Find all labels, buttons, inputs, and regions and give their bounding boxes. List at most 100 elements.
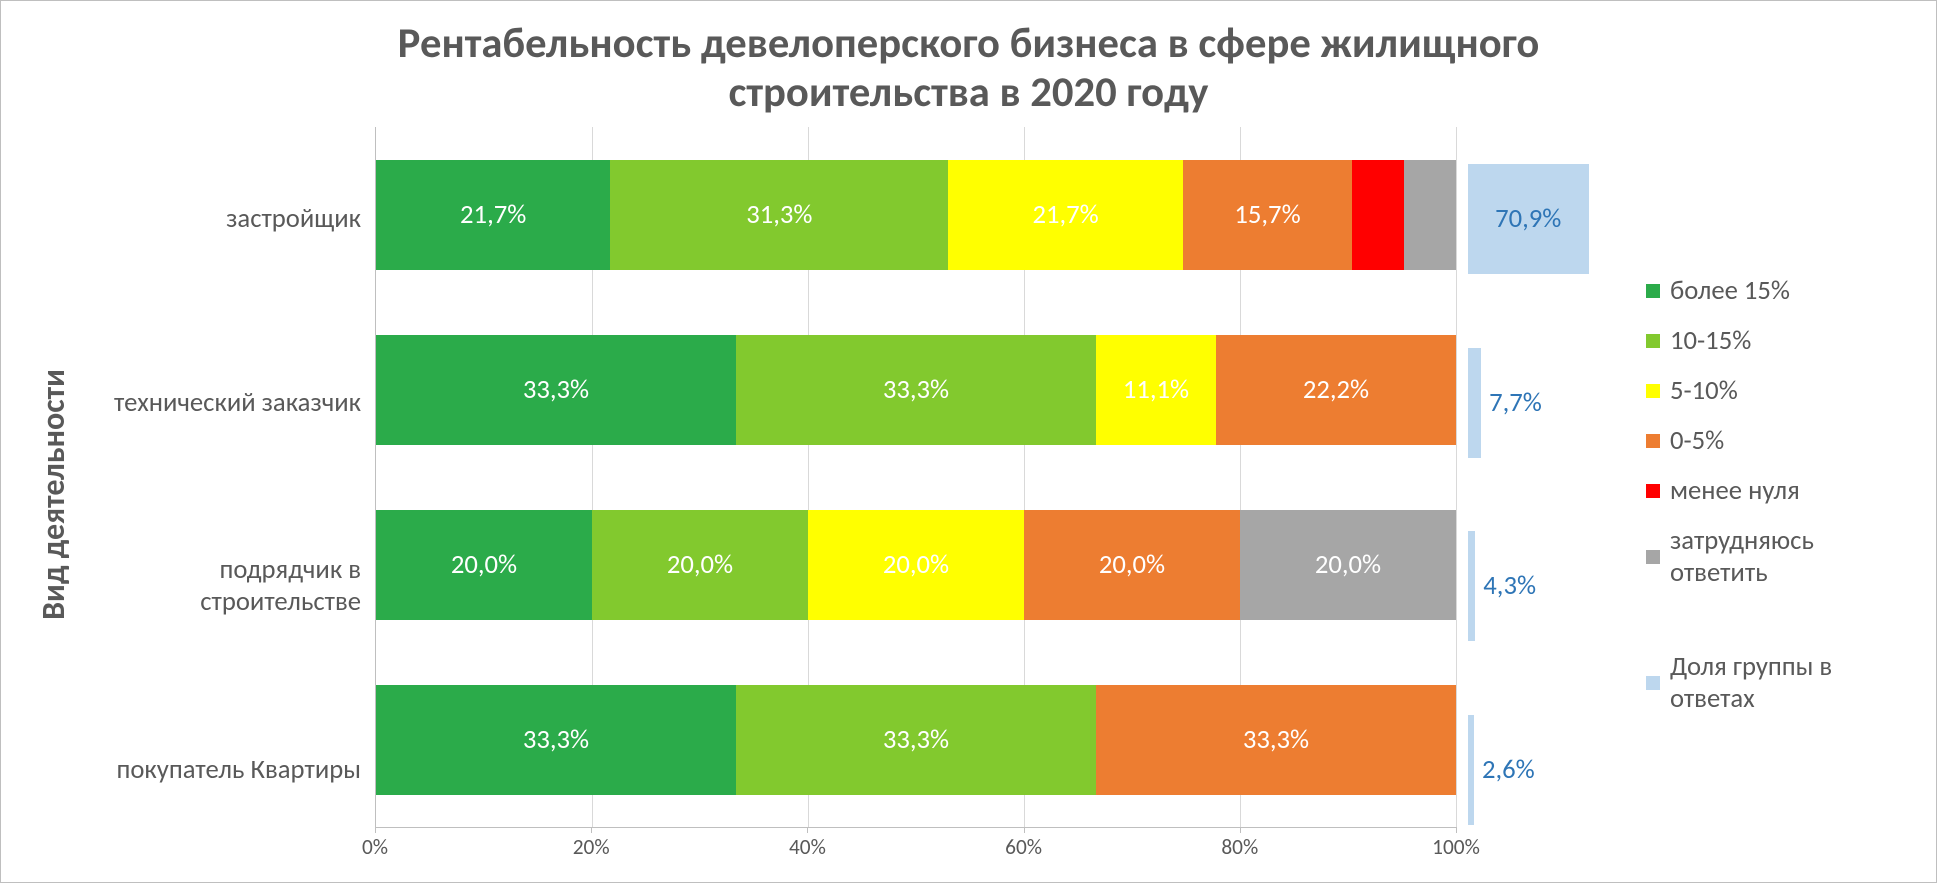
legend-item: затрудняюсь ответить: [1646, 525, 1906, 589]
y-axis-category-label: подрядчик в строительстве: [75, 531, 361, 641]
y-axis-category-label: технический заказчик: [114, 348, 361, 458]
gridline: [1456, 127, 1457, 827]
y-axis-category-label: застройщик: [226, 164, 361, 274]
bar-segment-label: 22,2%: [1303, 374, 1369, 406]
legend-swatch: [1646, 384, 1660, 398]
bar-segment-label: 31,3%: [746, 199, 812, 231]
share-cell: 2,6%: [1468, 715, 1535, 825]
bar-segment-label: 20,0%: [1315, 549, 1381, 581]
bar-segment: 20,0%: [376, 510, 592, 620]
bar-row: 20,0% 20,0% 20,0% 20,0% 20,0%: [376, 510, 1456, 620]
bar-segment-label: 21,7%: [1032, 199, 1098, 231]
legend-item: менее нуля: [1646, 475, 1906, 507]
legend-gap: [1646, 607, 1906, 633]
x-axis-tick-label: 100%: [1432, 834, 1480, 860]
bar-segment: 21,7%: [376, 160, 610, 270]
legend-item: 0-5%: [1646, 425, 1906, 457]
bar-segment-label: 15,7%: [1234, 199, 1300, 231]
bar-segment: 20,0%: [592, 510, 808, 620]
bar-segment: 33,3%: [736, 685, 1096, 795]
bar-segment: 21,7%: [948, 160, 1182, 270]
legend-swatch: [1646, 334, 1660, 348]
bar-segment: 31,3%: [610, 160, 948, 270]
chart-title-line1: Рентабельность девелоперского бизнеса в …: [31, 19, 1906, 68]
legend-swatch: [1646, 484, 1660, 498]
share-column: 70,9% 7,7% 4,3% 2,6%: [1456, 127, 1636, 862]
legend-label: 5-10%: [1670, 375, 1738, 407]
legend-label: затрудняюсь ответить: [1670, 525, 1906, 589]
x-axis-tick-label: 40%: [789, 834, 826, 860]
share-box: [1468, 348, 1481, 458]
bar-segment-label: 33,3%: [883, 724, 949, 756]
bar-segment: 20,0%: [1024, 510, 1240, 620]
bar-row: 21,7% 31,3% 21,7% 15,7%: [376, 160, 1456, 270]
legend-swatch: [1646, 284, 1660, 298]
bar-segment: 33,3%: [376, 335, 736, 445]
share-box: [1468, 715, 1474, 825]
bar-segment-label: 20,0%: [667, 549, 733, 581]
legend-swatch: [1646, 676, 1660, 690]
plot-column: 21,7% 31,3% 21,7% 15,7% 33,3% 33,3% 11,1% 22,2%…: [375, 127, 1456, 862]
x-axis-tick-mark: [591, 827, 592, 833]
plot-area: 21,7% 31,3% 21,7% 15,7% 33,3% 33,3% 11,1% 22,2%…: [375, 127, 1456, 828]
legend-label: 0-5%: [1670, 425, 1724, 457]
legend-item-share: Доля группы в ответах: [1646, 651, 1906, 715]
bar-segment-label: 33,3%: [523, 724, 589, 756]
bar-segment-label: 21,7%: [460, 199, 526, 231]
share-value-label: 4,3%: [1483, 570, 1536, 602]
legend-swatch: [1646, 550, 1660, 564]
share-value-label: 2,6%: [1482, 754, 1535, 786]
bar-segment-label: 11,1%: [1123, 374, 1189, 406]
y-axis-labels: застройщик технический заказчик подрядчик …: [75, 127, 375, 862]
bar-segment-label: 20,0%: [883, 549, 949, 581]
share-box: 70,9%: [1468, 164, 1589, 274]
bar-segment-label: 33,3%: [1243, 724, 1309, 756]
bar-segment: 22,2%: [1216, 335, 1456, 445]
bar-row: 33,3% 33,3% 11,1% 22,2%: [376, 335, 1456, 445]
legend-label: более 15%: [1670, 275, 1790, 307]
legend-item: 10-15%: [1646, 325, 1906, 357]
bar-segment: 33,3%: [736, 335, 1096, 445]
share-cell: 70,9%: [1468, 164, 1589, 274]
x-axis-tick-mark: [1456, 827, 1457, 833]
legend: более 15% 10-15% 5-10% 0-5% менее нуля затруд…: [1636, 127, 1906, 862]
x-axis-tick-label: 80%: [1221, 834, 1258, 860]
share-cell: 4,3%: [1468, 531, 1536, 641]
legend-item: 5-10%: [1646, 375, 1906, 407]
bar-segment: 20,0%: [1240, 510, 1456, 620]
bar-segment: 20,0%: [808, 510, 1024, 620]
legend-label: 10-15%: [1670, 325, 1751, 357]
share-value-label: 70,9%: [1495, 203, 1561, 235]
legend-swatch: [1646, 434, 1660, 448]
bar-segment-label: 33,3%: [883, 374, 949, 406]
x-axis-tick-mark: [375, 827, 376, 833]
x-axis-tick-label: 0%: [362, 834, 388, 860]
x-axis-tick-mark: [807, 827, 808, 833]
bar-segment-label: 33,3%: [523, 374, 589, 406]
legend-label: Доля группы в ответах: [1670, 651, 1906, 715]
x-axis-tick-label: 60%: [1005, 834, 1042, 860]
share-cell: 7,7%: [1468, 348, 1542, 458]
bar-segment: 15,7%: [1183, 160, 1353, 270]
bar-segment: 33,3%: [1096, 685, 1456, 795]
y-axis-category-label: покупатель Квартиры: [117, 715, 362, 825]
bar-segment: [1352, 160, 1404, 270]
chart-title-line2: строительства в 2020 году: [31, 68, 1906, 117]
legend-item: более 15%: [1646, 275, 1906, 307]
legend-label: менее нуля: [1670, 475, 1800, 507]
bar-row: 33,3% 33,3% 33,3%: [376, 685, 1456, 795]
y-axis-title-cell: Вид деятельности: [31, 127, 75, 862]
chart-title: Рентабельность девелоперского бизнеса в …: [31, 19, 1906, 117]
bar-segment: 11,1%: [1096, 335, 1216, 445]
bar-segment-label: 20,0%: [451, 549, 517, 581]
share-box: [1468, 531, 1475, 641]
bar-segment-label: 20,0%: [1099, 549, 1165, 581]
x-axis-tick-label: 20%: [573, 834, 610, 860]
x-axis-tick-mark: [1024, 827, 1025, 833]
x-axis: 0%20%40%60%80%100%: [375, 828, 1456, 862]
chart-body: Вид деятельности застройщик технический з…: [31, 127, 1906, 862]
share-value-label: 7,7%: [1489, 387, 1542, 419]
bar-segment: 33,3%: [376, 685, 736, 795]
y-axis-title: Вид деятельности: [34, 369, 73, 620]
chart-container: Рентабельность девелоперского бизнеса в …: [0, 0, 1937, 883]
